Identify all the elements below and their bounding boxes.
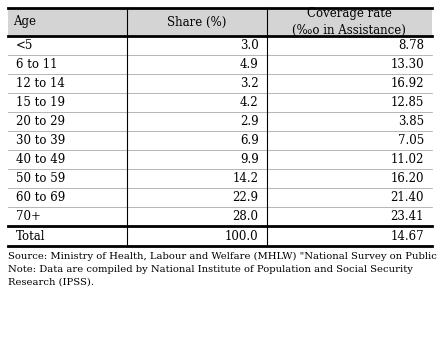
Text: Total: Total: [16, 230, 45, 242]
Text: 12.85: 12.85: [391, 96, 424, 109]
Text: 60 to 69: 60 to 69: [16, 191, 65, 204]
Text: 20 to 29: 20 to 29: [16, 115, 65, 128]
Bar: [8, 8, 432, 36]
Text: 100.0: 100.0: [225, 230, 259, 242]
Text: 22.9: 22.9: [233, 191, 259, 204]
Text: 30 to 39: 30 to 39: [16, 134, 65, 147]
Text: 3.0: 3.0: [240, 39, 259, 52]
Text: 50 to 59: 50 to 59: [16, 172, 65, 185]
Text: 4.2: 4.2: [240, 96, 259, 109]
Text: 12 to 14: 12 to 14: [16, 77, 65, 90]
Text: 4.9: 4.9: [240, 58, 259, 71]
Text: Age: Age: [13, 16, 36, 29]
Text: Coverage rate
(‰o in Assistance): Coverage rate (‰o in Assistance): [293, 7, 406, 36]
Text: 7.05: 7.05: [398, 134, 424, 147]
Text: 28.0: 28.0: [233, 210, 259, 223]
Text: 14.2: 14.2: [233, 172, 259, 185]
Text: 11.02: 11.02: [391, 153, 424, 166]
Text: 6 to 11: 6 to 11: [16, 58, 58, 71]
Text: 40 to 49: 40 to 49: [16, 153, 65, 166]
Text: 23.41: 23.41: [391, 210, 424, 223]
Text: 8.78: 8.78: [398, 39, 424, 52]
Text: Source: Ministry of Health, Labour and Welfare (MHLW) "National Survey on Public: Source: Ministry of Health, Labour and W…: [8, 252, 440, 286]
Text: 3.2: 3.2: [240, 77, 259, 90]
Text: 9.9: 9.9: [240, 153, 259, 166]
Text: 6.9: 6.9: [240, 134, 259, 147]
Text: 70+: 70+: [16, 210, 41, 223]
Text: 2.9: 2.9: [240, 115, 259, 128]
Text: <5: <5: [16, 39, 33, 52]
Text: Share (%): Share (%): [167, 16, 226, 29]
Text: 15 to 19: 15 to 19: [16, 96, 65, 109]
Text: 3.85: 3.85: [398, 115, 424, 128]
Text: 16.20: 16.20: [391, 172, 424, 185]
Text: 14.67: 14.67: [390, 230, 424, 242]
Text: 16.92: 16.92: [391, 77, 424, 90]
Text: 21.40: 21.40: [391, 191, 424, 204]
Text: 13.30: 13.30: [390, 58, 424, 71]
